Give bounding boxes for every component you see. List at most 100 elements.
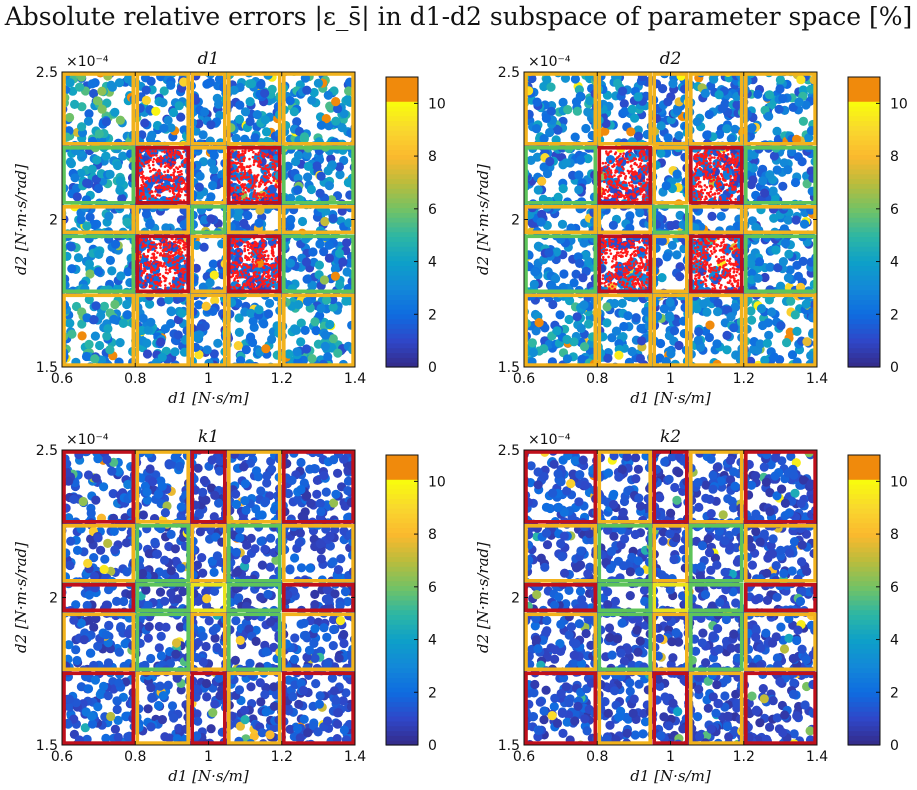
dense-point [630,169,633,173]
dense-point [246,244,249,247]
dense-point [253,248,257,251]
dense-point [698,163,701,166]
dense-point [722,247,726,250]
dense-point [237,150,240,154]
dense-point [624,193,628,197]
dense-point [703,272,706,275]
dense-point [268,274,272,278]
dense-point [605,196,608,200]
dense-point [233,287,237,291]
dense-point [231,189,234,192]
dense-point [729,178,733,181]
data-point [159,123,169,133]
dense-point [614,256,618,259]
dense-point [242,166,246,170]
colorbar-segment [386,289,418,296]
dense-point [644,168,648,172]
dense-point [725,183,728,187]
data-point [205,278,215,288]
dense-point [631,252,634,256]
colorbar-segment [386,202,418,209]
dense-point [639,192,642,196]
dense-point [247,149,251,153]
dense-point [620,248,624,251]
data-point [747,315,757,325]
dense-point [142,189,145,192]
data-point [767,307,777,317]
dense-point [620,165,624,169]
dense-point [636,251,640,255]
dense-point [272,285,275,289]
data-point [77,331,87,341]
data-point [787,350,798,360]
dense-point [142,182,146,186]
dense-point [248,242,251,245]
dense-point [696,190,700,193]
dense-point [642,179,646,182]
dense-point [271,162,275,166]
dense-point [244,149,247,152]
dense-point [148,166,152,170]
dense-point [726,197,729,200]
data-point [84,259,94,269]
dense-point [243,151,247,154]
data-point [89,88,99,99]
dense-point [143,261,147,265]
dense-point [274,257,278,260]
dense-point [734,274,738,277]
dense-point [178,247,182,251]
data-point [166,123,176,133]
dense-point [719,152,722,156]
dense-point [631,188,635,192]
dense-point [272,179,276,182]
data-point [344,86,354,96]
region-frame [227,293,282,367]
dense-point [141,245,144,249]
dense-point [723,245,726,248]
dense-point [716,259,719,263]
dense-point [243,244,246,248]
dense-point [640,261,644,264]
dense-point [611,165,614,168]
dense-point [707,162,711,165]
dense-point [183,241,186,244]
dense-point [608,242,611,246]
data-point [722,345,732,355]
colorbar-segment [386,77,418,83]
dense-point [639,269,642,272]
dense-point [154,190,157,193]
dense-point [733,240,737,243]
dense-point [613,185,616,189]
dense-point [617,191,620,194]
dense-point [608,240,611,243]
dense-point [138,195,142,198]
data-point [202,79,212,89]
dense-sample-cluster [692,148,741,202]
dense-point [176,187,179,191]
data-point [263,309,274,319]
colorbar-segment [386,159,418,165]
dense-point [241,272,244,276]
dense-point [617,239,621,243]
dense-point [236,279,240,283]
colorbar-segment [386,188,418,194]
dense-point [157,160,161,163]
dense-point [144,238,148,242]
dense-point [642,152,645,155]
data-point [712,339,722,349]
data-point [661,181,671,191]
dense-point [231,269,235,273]
data-point [286,193,296,203]
dense-point [623,285,626,289]
data-point [284,349,294,359]
data-point [192,240,202,250]
dense-point [734,172,737,176]
region-frame [281,146,355,205]
dense-point [151,160,155,163]
region-frame [135,146,191,205]
data-point [559,269,569,279]
data-point [208,259,218,269]
dense-point [718,187,721,191]
data-point [254,218,264,228]
